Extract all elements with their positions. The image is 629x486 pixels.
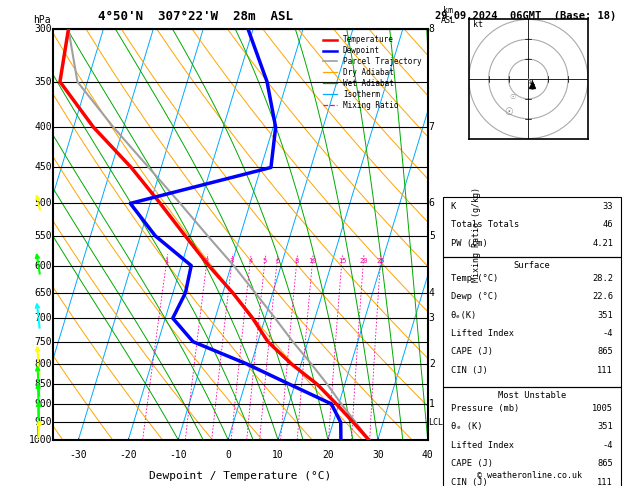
Text: 22.6: 22.6	[592, 292, 613, 301]
Text: -4: -4	[603, 441, 613, 450]
Text: 3: 3	[230, 258, 234, 264]
Text: 1: 1	[429, 399, 435, 409]
Text: -4: -4	[603, 329, 613, 338]
Text: 28.2: 28.2	[592, 274, 613, 283]
Text: K: K	[450, 202, 456, 211]
Text: Lifted Index: Lifted Index	[450, 329, 514, 338]
Text: 1000: 1000	[29, 435, 52, 445]
Text: 950: 950	[35, 417, 52, 427]
Text: km
ASL: km ASL	[441, 6, 456, 25]
Text: 6: 6	[429, 198, 435, 208]
Text: 29.09.2024  06GMT  (Base: 18): 29.09.2024 06GMT (Base: 18)	[435, 11, 616, 21]
Text: 111: 111	[598, 478, 613, 486]
Text: 0: 0	[225, 450, 231, 460]
Text: 4: 4	[429, 288, 435, 298]
Text: 5: 5	[263, 258, 267, 264]
Text: 10: 10	[272, 450, 284, 460]
Text: CAPE (J): CAPE (J)	[450, 459, 493, 469]
Text: CIN (J): CIN (J)	[450, 366, 487, 375]
Text: ☉: ☉	[509, 94, 516, 100]
Text: 900: 900	[35, 399, 52, 409]
Text: LCL: LCL	[428, 418, 443, 427]
Text: 33: 33	[603, 202, 613, 211]
Text: θₑ(K): θₑ(K)	[450, 311, 477, 320]
Text: kt: kt	[473, 20, 483, 29]
Text: © weatheronline.co.uk: © weatheronline.co.uk	[477, 471, 582, 480]
Text: 15: 15	[338, 258, 346, 264]
Text: 750: 750	[35, 337, 52, 347]
Text: 351: 351	[598, 422, 613, 432]
Text: 800: 800	[35, 359, 52, 369]
Text: θₑ (K): θₑ (K)	[450, 422, 482, 432]
Text: 6: 6	[275, 258, 279, 264]
Text: 600: 600	[35, 260, 52, 271]
Legend: Temperature, Dewpoint, Parcel Trajectory, Dry Adiabat, Wet Adiabat, Isotherm, Mi: Temperature, Dewpoint, Parcel Trajectory…	[321, 33, 424, 112]
Text: 2: 2	[205, 258, 209, 264]
Text: Lifted Index: Lifted Index	[450, 441, 514, 450]
Text: Dewpoint / Temperature (°C): Dewpoint / Temperature (°C)	[150, 470, 331, 481]
Text: 25: 25	[376, 258, 385, 264]
Text: Dewp (°C): Dewp (°C)	[450, 292, 498, 301]
Text: Surface: Surface	[513, 261, 550, 270]
Text: Most Unstable: Most Unstable	[498, 391, 566, 400]
Text: hPa: hPa	[33, 15, 50, 25]
Text: 20: 20	[322, 450, 334, 460]
Text: 300: 300	[35, 24, 52, 34]
Text: 1005: 1005	[592, 404, 613, 413]
Text: 46: 46	[603, 220, 613, 229]
Text: 2: 2	[429, 359, 435, 369]
Text: 8: 8	[429, 24, 435, 34]
Text: CAPE (J): CAPE (J)	[450, 347, 493, 357]
Text: 650: 650	[35, 288, 52, 298]
Text: 30: 30	[372, 450, 384, 460]
Text: 700: 700	[35, 313, 52, 323]
Text: PW (cm): PW (cm)	[450, 239, 487, 248]
Text: 40: 40	[422, 450, 433, 460]
Text: -10: -10	[169, 450, 187, 460]
Text: 20: 20	[359, 258, 368, 264]
Text: CIN (J): CIN (J)	[450, 478, 487, 486]
Text: 500: 500	[35, 198, 52, 208]
Text: 351: 351	[598, 311, 613, 320]
Text: Totals Totals: Totals Totals	[450, 220, 519, 229]
Text: ☉: ☉	[504, 107, 513, 117]
Text: 4.21: 4.21	[592, 239, 613, 248]
Text: -30: -30	[70, 450, 87, 460]
Text: 10: 10	[308, 258, 317, 264]
Text: Temp (°C): Temp (°C)	[450, 274, 498, 283]
Text: 4: 4	[248, 258, 252, 264]
Text: 550: 550	[35, 231, 52, 241]
Text: 865: 865	[598, 347, 613, 357]
Text: 350: 350	[35, 77, 52, 87]
Text: 111: 111	[598, 366, 613, 375]
Text: -20: -20	[120, 450, 137, 460]
Text: 5: 5	[429, 231, 435, 241]
Text: 3: 3	[429, 313, 435, 323]
Text: 450: 450	[35, 162, 52, 173]
Text: 400: 400	[35, 122, 52, 132]
Text: 865: 865	[598, 459, 613, 469]
Text: 1: 1	[165, 258, 169, 264]
Text: 7: 7	[429, 122, 435, 132]
Text: Pressure (mb): Pressure (mb)	[450, 404, 519, 413]
Text: 8: 8	[295, 258, 299, 264]
Text: 4°50'N  307°22'W  28m  ASL: 4°50'N 307°22'W 28m ASL	[98, 10, 293, 23]
Text: 850: 850	[35, 380, 52, 389]
Text: Mixing Ratio (g/kg): Mixing Ratio (g/kg)	[472, 187, 481, 282]
